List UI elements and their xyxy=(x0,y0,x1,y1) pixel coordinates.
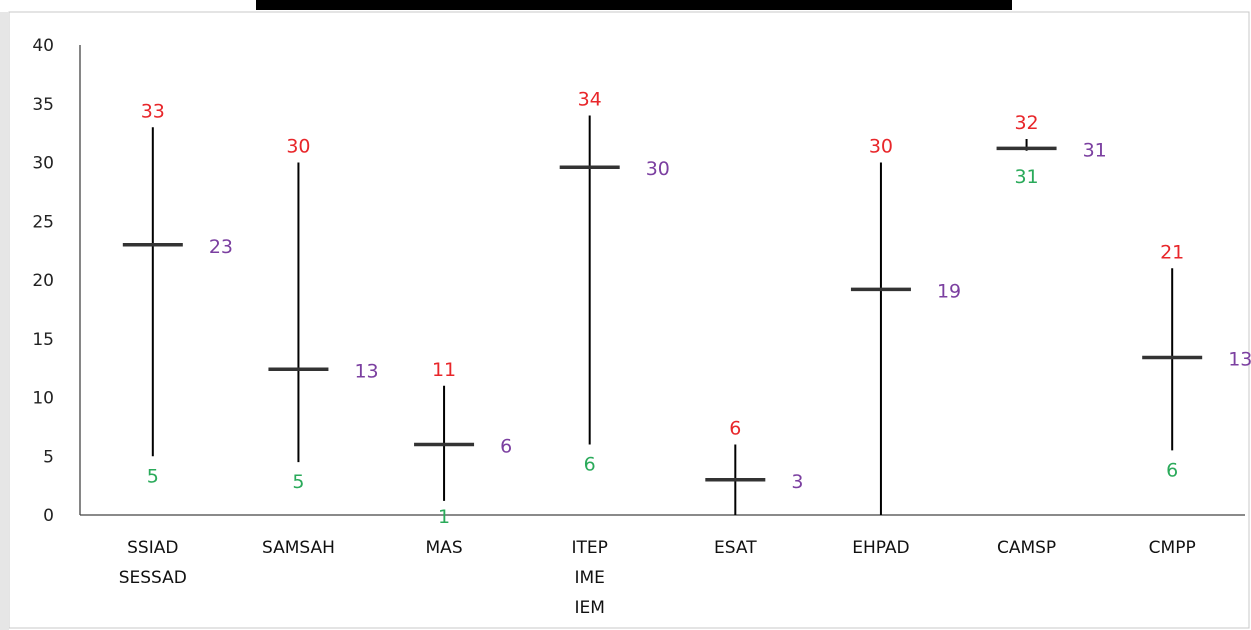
high-value-label: 21 xyxy=(1160,241,1184,263)
category-label: ESAT xyxy=(714,538,757,558)
mean-value-label: 13 xyxy=(1228,349,1251,371)
mean-value-label: 30 xyxy=(646,158,670,180)
high-value-label: 33 xyxy=(141,100,165,122)
category-labels: SSIAD SESSAD SAMSAH MAS ITEP IME IEM ESAT EHPAD C… xyxy=(119,538,1196,618)
high-value-label: 30 xyxy=(869,136,893,158)
chart-axes xyxy=(79,45,1245,516)
category-label: ITEP xyxy=(571,538,607,558)
category-label: IME xyxy=(574,568,604,588)
top-black-bar xyxy=(256,0,1012,10)
y-tick-label: 25 xyxy=(32,212,54,232)
mean-value-label: 31 xyxy=(1083,139,1107,161)
y-tick-labels: 0 5 10 15 20 25 30 35 40 xyxy=(32,36,54,526)
mean-value-label: 23 xyxy=(209,236,233,258)
chart-border xyxy=(8,11,1250,629)
mean-value-label: 3 xyxy=(791,471,803,493)
low-value-label: 31 xyxy=(1014,166,1038,188)
low-value-label: 5 xyxy=(292,471,304,493)
category-label: EHPAD xyxy=(852,538,909,558)
high-value-label: 30 xyxy=(286,136,310,158)
category-label: MAS xyxy=(426,538,463,558)
category-label: CMPP xyxy=(1149,538,1196,558)
high-value-label: 34 xyxy=(578,89,602,111)
y-tick-label: 10 xyxy=(32,389,54,409)
low-value-label: 5 xyxy=(147,465,159,487)
y-tick-label: 40 xyxy=(32,36,54,56)
mean-value-label: 6 xyxy=(500,436,512,458)
category-label: SESSAD xyxy=(119,568,187,588)
mean-value-label: 19 xyxy=(937,280,961,302)
category-label: IEM xyxy=(574,598,604,618)
category-label: CAMSP xyxy=(997,538,1056,558)
left-shadow xyxy=(0,12,9,630)
y-tick-label: 30 xyxy=(32,154,54,174)
high-value-label: 6 xyxy=(729,418,741,440)
low-value-label: 6 xyxy=(1166,459,1178,481)
y-tick-label: 15 xyxy=(32,330,54,350)
low-value-label: 1 xyxy=(438,506,450,528)
y-tick-label: 5 xyxy=(43,447,54,467)
y-tick-label: 20 xyxy=(32,271,54,291)
low-value-label: 6 xyxy=(584,454,596,476)
mean-value-label: 13 xyxy=(354,360,378,382)
y-tick-label: 0 xyxy=(43,506,54,526)
high-value-label: 11 xyxy=(432,359,456,381)
category-label: SSIAD xyxy=(127,538,178,558)
category-label: SAMSAH xyxy=(262,538,335,558)
y-tick-label: 35 xyxy=(32,95,54,115)
high-value-label: 32 xyxy=(1014,112,1038,134)
